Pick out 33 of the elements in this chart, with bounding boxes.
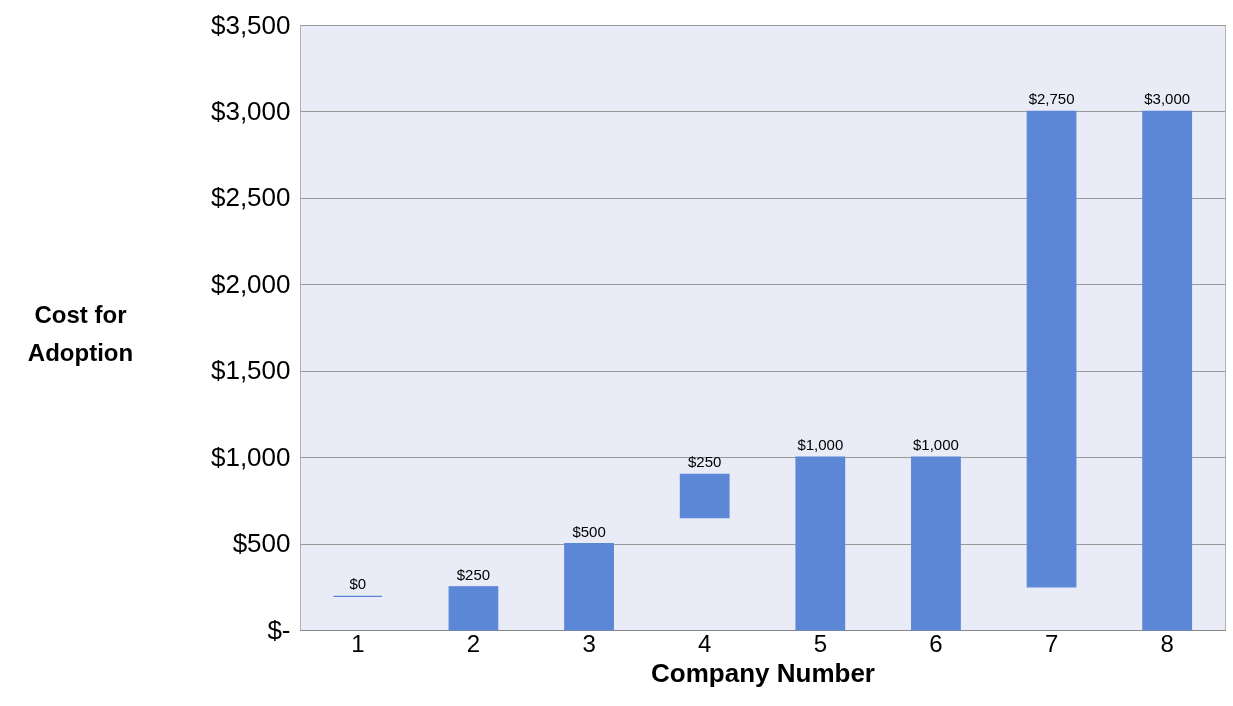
data-label: $2,750 — [1028, 90, 1075, 108]
x-tick-label: 3 — [582, 629, 596, 657]
y-tick-label: $500 — [232, 528, 291, 559]
data-label: $0 — [349, 575, 367, 593]
y-tick-label: $1,500 — [210, 355, 291, 386]
data-label: $250 — [456, 565, 491, 583]
bar — [448, 586, 499, 631]
data-label: $500 — [572, 522, 606, 540]
bar — [1142, 110, 1193, 631]
x-tick-label: 7 — [1044, 629, 1059, 657]
x-tick-label: 6 — [929, 629, 943, 657]
data-label: $250 — [688, 453, 722, 471]
x-tick-label: 8 — [1160, 629, 1174, 657]
bar — [795, 456, 846, 631]
y-tick-label: $1,000 — [210, 441, 291, 472]
y-tick-label: $2,500 — [210, 182, 291, 213]
x-tick-label: 2 — [466, 629, 481, 657]
bar — [1026, 110, 1077, 588]
y-tick-label: $2,000 — [210, 268, 291, 299]
bar — [679, 473, 730, 519]
y-tick-label: $- — [267, 614, 291, 645]
x-tick-label: 1 — [351, 629, 365, 657]
bar — [564, 542, 614, 631]
data-label: $3,000 — [1144, 90, 1191, 108]
data-label: $1,000 — [912, 436, 959, 454]
x-tick-label: 4 — [698, 629, 712, 657]
y-tick-label: $3,000 — [210, 95, 291, 126]
y-axis-title: Cost for Adoption — [27, 300, 134, 366]
data-label: $1,000 — [797, 436, 844, 454]
x-axis-title: Company Number — [651, 657, 875, 688]
bar — [911, 456, 961, 631]
x-tick-label: 5 — [813, 629, 827, 657]
y-tick-label: $3,500 — [210, 9, 291, 40]
